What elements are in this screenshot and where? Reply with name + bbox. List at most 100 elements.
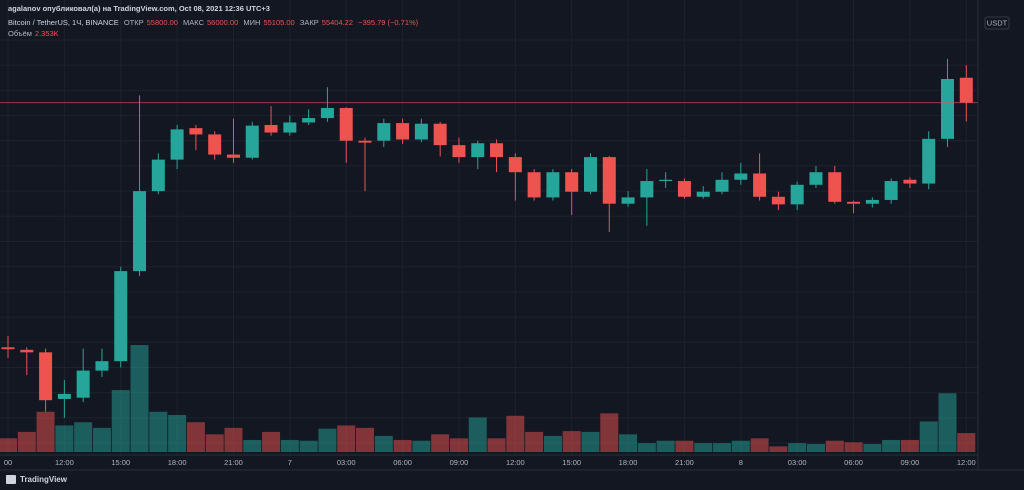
- volume-bar: [262, 431, 281, 452]
- candle-body: [433, 123, 447, 146]
- candle-body: [151, 159, 165, 192]
- candle-body: [922, 138, 936, 184]
- candle-body: [1, 347, 15, 350]
- candle-body: [95, 361, 109, 371]
- low-value: 55105.00: [263, 18, 295, 27]
- volume-bar: [468, 417, 487, 452]
- volume-bar: [374, 435, 393, 452]
- candle-body: [377, 123, 391, 141]
- volume-bar: [600, 413, 619, 452]
- candle-body: [583, 157, 597, 192]
- candle-body: [302, 118, 316, 123]
- volume-bar: [412, 440, 431, 452]
- volume-bar: [713, 443, 732, 452]
- x-tick-label: 03:00: [337, 458, 356, 467]
- volume-bar: [637, 443, 656, 452]
- candle-body: [753, 173, 767, 197]
- low-label: МИН: [243, 18, 261, 27]
- open-value: 55800.00: [146, 18, 178, 27]
- volume-bar: [92, 427, 111, 452]
- candle-body: [809, 172, 823, 185]
- volume-bar: [356, 427, 375, 452]
- candle-body: [452, 145, 466, 158]
- candle-body: [640, 181, 654, 198]
- publisher: agalanov опубликовал(а) на TradingView.c…: [8, 4, 270, 13]
- volume-bar: [957, 433, 976, 452]
- volume-bar: [619, 434, 638, 452]
- volume-bar: [769, 446, 788, 452]
- x-tick-label: 21:00: [224, 458, 243, 467]
- candle-body: [320, 107, 334, 119]
- x-tick-label: 12:00: [55, 458, 74, 467]
- x-tick-label: 12:00: [506, 458, 525, 467]
- volume-bar: [844, 442, 863, 452]
- volume-bar: [431, 434, 450, 452]
- candle-body: [471, 143, 485, 158]
- volume-bar: [0, 438, 17, 452]
- price-axis-bg: [978, 0, 1024, 470]
- volume-bar: [17, 431, 36, 452]
- candle-body: [884, 181, 898, 200]
- candle-body: [396, 123, 410, 140]
- candle-body: [245, 125, 259, 158]
- volume-bar: [243, 439, 262, 452]
- volume-bar: [149, 411, 168, 452]
- volume-bar: [168, 414, 187, 452]
- volume-bar: [656, 440, 675, 452]
- candle-body: [790, 184, 804, 205]
- candle-body: [959, 77, 973, 103]
- volume-bar: [900, 439, 919, 452]
- volume-bar: [731, 440, 750, 452]
- high-value: 56000.00: [206, 18, 239, 27]
- volume-bar: [825, 440, 844, 452]
- candle-body: [114, 271, 128, 362]
- x-tick-label: 06:00: [844, 458, 863, 467]
- logo-icon: [6, 475, 16, 484]
- candle-body: [508, 157, 522, 173]
- x-tick-label: 09:00: [450, 458, 469, 467]
- candle-body: [208, 134, 222, 155]
- candle-body: [696, 191, 710, 197]
- volume-bar: [506, 415, 525, 452]
- x-tick-label: 03:00: [788, 458, 807, 467]
- volume-bar: [299, 440, 318, 452]
- candle-body: [20, 349, 34, 353]
- candle-body: [226, 154, 240, 158]
- volume-bar: [318, 428, 337, 452]
- candle-body: [659, 179, 673, 182]
- x-tick-label: 15:00: [111, 458, 130, 467]
- candle-body: [602, 157, 616, 204]
- candle-body: [339, 107, 353, 141]
- volume-bar: [36, 411, 55, 452]
- candle-body: [283, 122, 297, 133]
- x-tick-label: 00: [4, 458, 12, 467]
- close-label: ЗАКР: [299, 18, 319, 27]
- legend-line: Bitcoin / TetherUS, 1Ч, BINANCE ОТКР 5580…: [8, 18, 421, 27]
- candle-body: [865, 199, 879, 204]
- x-tick-label: 18:00: [168, 458, 187, 467]
- x-tick-label: 8: [739, 458, 743, 467]
- logo: TradingView: [20, 475, 68, 484]
- volume-label: Объём: [8, 29, 32, 38]
- volume-bar: [280, 439, 299, 452]
- currency-box: [984, 16, 1010, 30]
- plot: 50000.0050400.0050800.0051200.0051600.00…: [0, 0, 1017, 467]
- candle-body: [828, 172, 842, 202]
- candle-body: [76, 370, 90, 398]
- volume-bar: [543, 435, 562, 452]
- candle-body: [546, 172, 560, 198]
- volume-bar: [562, 431, 581, 452]
- candle-body: [414, 123, 428, 140]
- volume-bar: [487, 438, 506, 452]
- candle-body: [189, 128, 203, 135]
- volume-bar: [863, 443, 882, 452]
- x-tick-label: 09:00: [901, 458, 920, 467]
- candle-body: [170, 129, 184, 160]
- volume-bar: [675, 440, 694, 452]
- volume-bar: [393, 439, 412, 452]
- volume-bar: [750, 438, 769, 452]
- volume-bar: [186, 422, 205, 452]
- volume-value: 2.353K: [34, 29, 59, 38]
- close-value: 55404.22: [321, 18, 354, 27]
